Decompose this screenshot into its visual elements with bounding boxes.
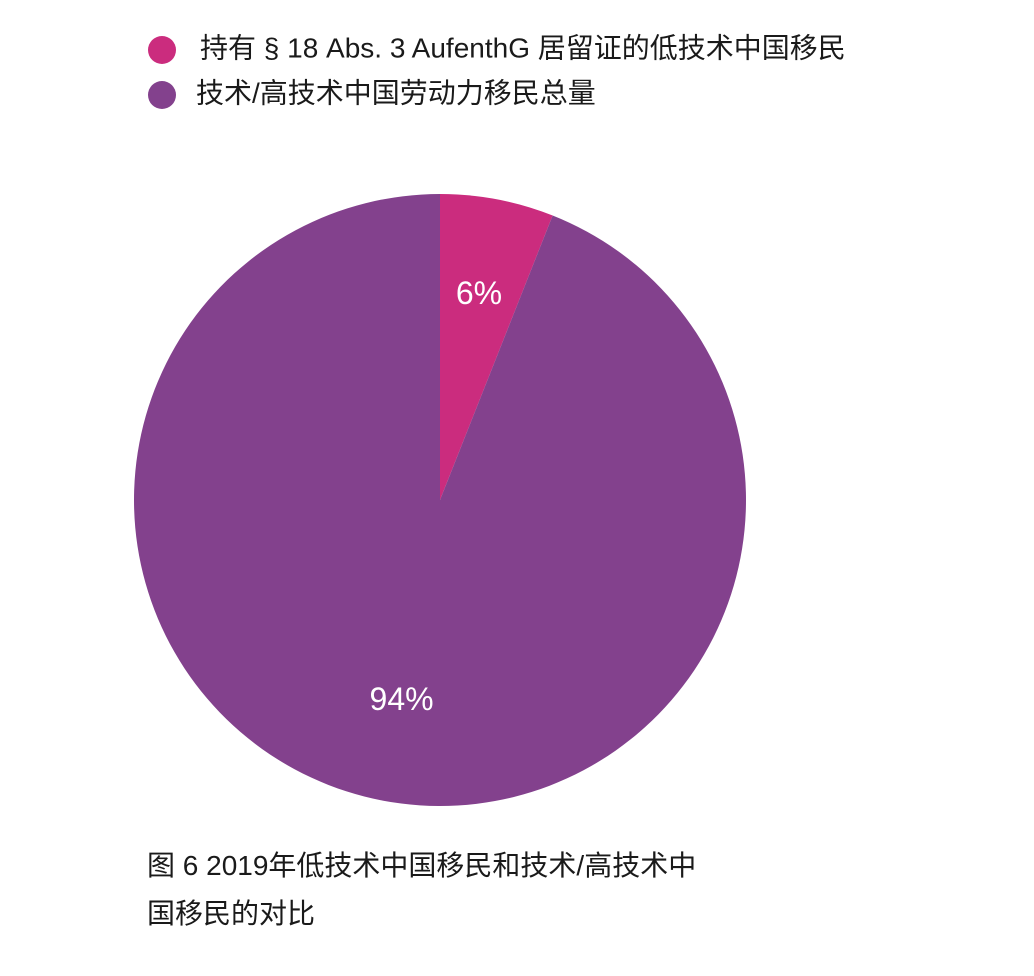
slice-value-label-1: 6%	[456, 275, 502, 311]
pie-slice-2	[134, 194, 747, 806]
figure-caption: 图 6 2019年低技术中国移民和技术/高技术中 国移民的对比	[147, 842, 767, 938]
pie-chart: 持有 § 18 Abs. 3 AufenthG 居留证的低技术中国移民技术/高技…	[134, 32, 846, 806]
caption-line-1: 图 6 2019年低技术中国移民和技术/高技术中	[147, 850, 697, 881]
slice-value-label-2: 94%	[370, 681, 434, 717]
legend-label-2: 技术/高技术中国劳动力移民总量	[196, 77, 596, 108]
legend-swatch-1	[148, 36, 176, 64]
legend-swatch-2	[148, 81, 176, 109]
legend-label-1: 持有 § 18 Abs. 3 AufenthG 居留证的低技术中国移民	[200, 32, 846, 63]
pie-slice-1	[440, 194, 553, 500]
legend: 持有 § 18 Abs. 3 AufenthG 居留证的低技术中国移民技术/高技…	[148, 32, 846, 109]
caption-line-2: 国移民的对比	[147, 898, 316, 929]
pie-slice-labels: 6% 94%	[370, 275, 503, 717]
pie-slices	[134, 194, 747, 806]
